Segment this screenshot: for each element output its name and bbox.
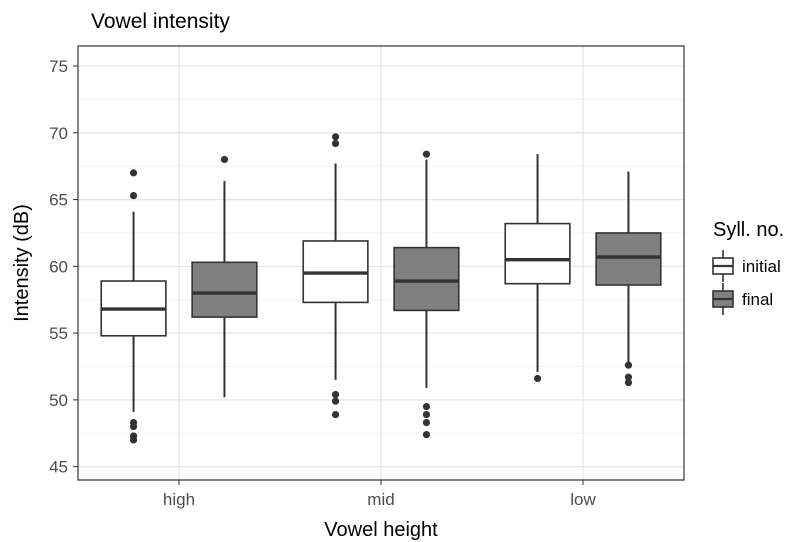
outlier-point (624, 373, 633, 381)
outlier-point (331, 397, 340, 405)
box-body (191, 261, 258, 318)
x-axis-title: Vowel height (324, 519, 438, 541)
legend-item-initial: initial (712, 250, 781, 282)
axis-layer: 45 50 55 60 65 70 75 high mid low (49, 57, 596, 509)
outlier-point (220, 155, 229, 164)
box-low-initial (504, 154, 571, 383)
box-layer (100, 133, 662, 444)
box-low-final (595, 171, 662, 387)
outlier-point (422, 410, 431, 419)
outlier-point (422, 150, 431, 158)
outlier-point (533, 374, 542, 383)
outlier-point (331, 133, 340, 141)
box-body (595, 232, 662, 286)
outlier-point (129, 169, 138, 177)
outlier-point (624, 361, 633, 369)
box-mid-final (393, 150, 460, 439)
y-tick-label: 75 (49, 57, 68, 76)
chart-title: Vowel intensity (91, 10, 230, 33)
box-mid-initial (302, 133, 369, 419)
outlier-point (331, 390, 340, 399)
legend-item-final: final (712, 283, 773, 315)
box-body (393, 246, 460, 312)
outlier-point (129, 191, 138, 200)
x-tick-label: high (163, 490, 195, 509)
box-high-final (191, 155, 258, 398)
outlier-point (422, 418, 431, 427)
grid-layer (78, 46, 684, 480)
y-tick-label: 70 (49, 124, 68, 143)
outlier-point (129, 422, 138, 431)
legend-items: initial final (712, 250, 781, 315)
outlier-point (422, 430, 431, 439)
y-tick-label: 60 (49, 257, 68, 276)
y-tick-label: 55 (49, 324, 68, 343)
y-tick-label: 45 (49, 458, 68, 477)
plot-border (77, 45, 685, 481)
box-high-initial (100, 169, 167, 444)
x-tick-label: low (570, 490, 596, 509)
y-tick-label: 65 (49, 191, 68, 210)
outlier-point (422, 402, 431, 411)
legend: Syll. no. initial final (712, 219, 784, 315)
legend-label-final: final (742, 290, 773, 309)
outlier-point (624, 378, 633, 387)
legend-label-initial: initial (742, 257, 781, 276)
box-body (504, 222, 571, 285)
x-tick-label: mid (367, 490, 394, 509)
y-tick-label: 50 (49, 391, 68, 410)
outlier-point (331, 410, 340, 419)
outlier-point (129, 436, 138, 444)
legend-title: Syll. no. (713, 219, 784, 241)
y-axis-title: Intensity (dB) (11, 204, 33, 322)
outlier-point (331, 139, 340, 148)
